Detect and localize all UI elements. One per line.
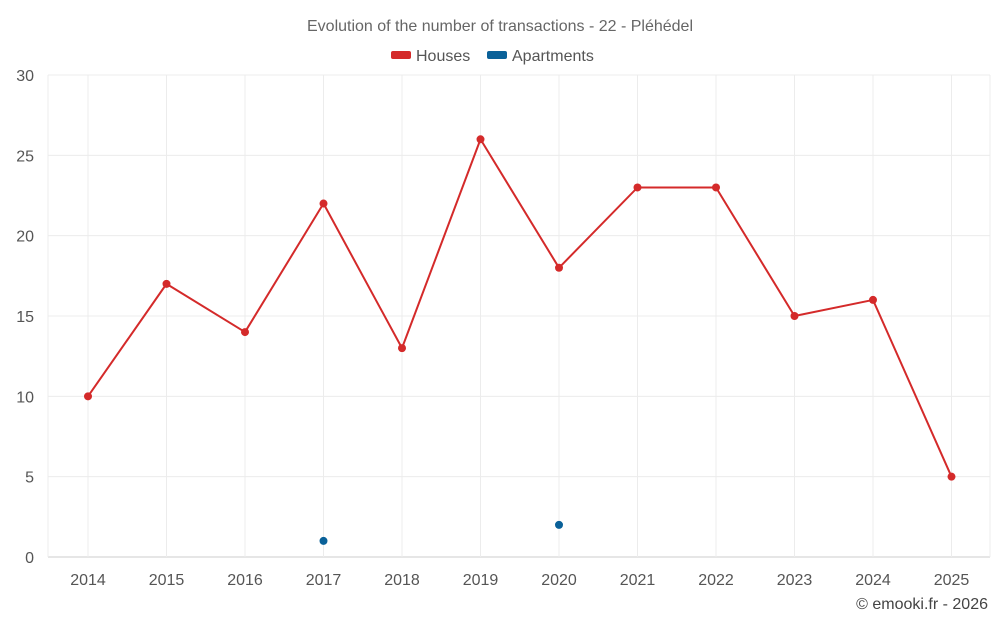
legend-label-houses: Houses: [416, 48, 470, 65]
y-axis: 0 5 10 15 20 25 30: [16, 68, 34, 567]
legend-label-apartments: Apartments: [512, 48, 594, 65]
y-tick-label: 5: [25, 470, 34, 487]
y-tick-label: 10: [16, 389, 34, 406]
legend-swatch-apartments: [487, 51, 507, 59]
data-point-houses-2021[interactable]: [633, 183, 642, 192]
series-houses: [84, 135, 956, 481]
legend-swatch-houses: [391, 51, 411, 59]
data-point-houses-2023[interactable]: [790, 312, 799, 320]
grid: [47, 74, 991, 558]
data-point-houses-2014[interactable]: [84, 392, 92, 401]
data-point-houses-2022[interactable]: [712, 183, 720, 192]
legend-item-apartments[interactable]: Apartments: [487, 48, 594, 65]
y-tick-label: 30: [16, 68, 34, 85]
series-line-houses: [87, 138, 953, 478]
x-tick-label: 2021: [620, 572, 656, 589]
legend: Houses Apartments: [391, 48, 594, 65]
y-tick-label: 15: [16, 309, 34, 326]
x-tick-label: 2019: [463, 572, 499, 589]
x-tick-label: 2017: [306, 572, 342, 589]
x-tick-label: 2018: [384, 572, 420, 589]
data-point-houses-2025[interactable]: [947, 472, 956, 481]
data-point-apartments-2017[interactable]: [319, 536, 328, 545]
x-tick-label: 2024: [855, 572, 891, 589]
y-tick-label: 0: [25, 550, 34, 567]
x-axis: 2014 2015 2016 2017 2018 2019 2020 2021 …: [70, 572, 969, 589]
credit-text: © emooki.fr - 2026: [856, 596, 988, 613]
x-tick-label: 2023: [777, 572, 813, 589]
y-tick-label: 20: [16, 229, 34, 246]
x-tick-label: 2022: [698, 572, 734, 589]
data-point-houses-2018[interactable]: [398, 344, 406, 353]
x-tick-label: 2015: [149, 572, 185, 589]
data-point-houses-2019[interactable]: [476, 135, 485, 144]
x-tick-label: 2014: [70, 572, 106, 589]
y-tick-label: 25: [16, 148, 34, 165]
series-layer: [84, 135, 956, 545]
data-point-houses-2017[interactable]: [319, 199, 328, 208]
data-point-houses-2016[interactable]: [241, 328, 249, 337]
data-point-houses-2020[interactable]: [555, 263, 563, 272]
series-apartments: [319, 520, 563, 545]
data-point-houses-2015[interactable]: [162, 279, 171, 288]
x-tick-label: 2025: [934, 572, 970, 589]
data-point-houses-2024[interactable]: [869, 295, 877, 304]
legend-item-houses[interactable]: Houses: [391, 48, 470, 65]
data-point-apartments-2020[interactable]: [555, 520, 563, 529]
x-tick-label: 2020: [541, 572, 577, 589]
x-tick-label: 2016: [227, 572, 263, 589]
chart-title: Evolution of the number of transactions …: [307, 18, 693, 35]
